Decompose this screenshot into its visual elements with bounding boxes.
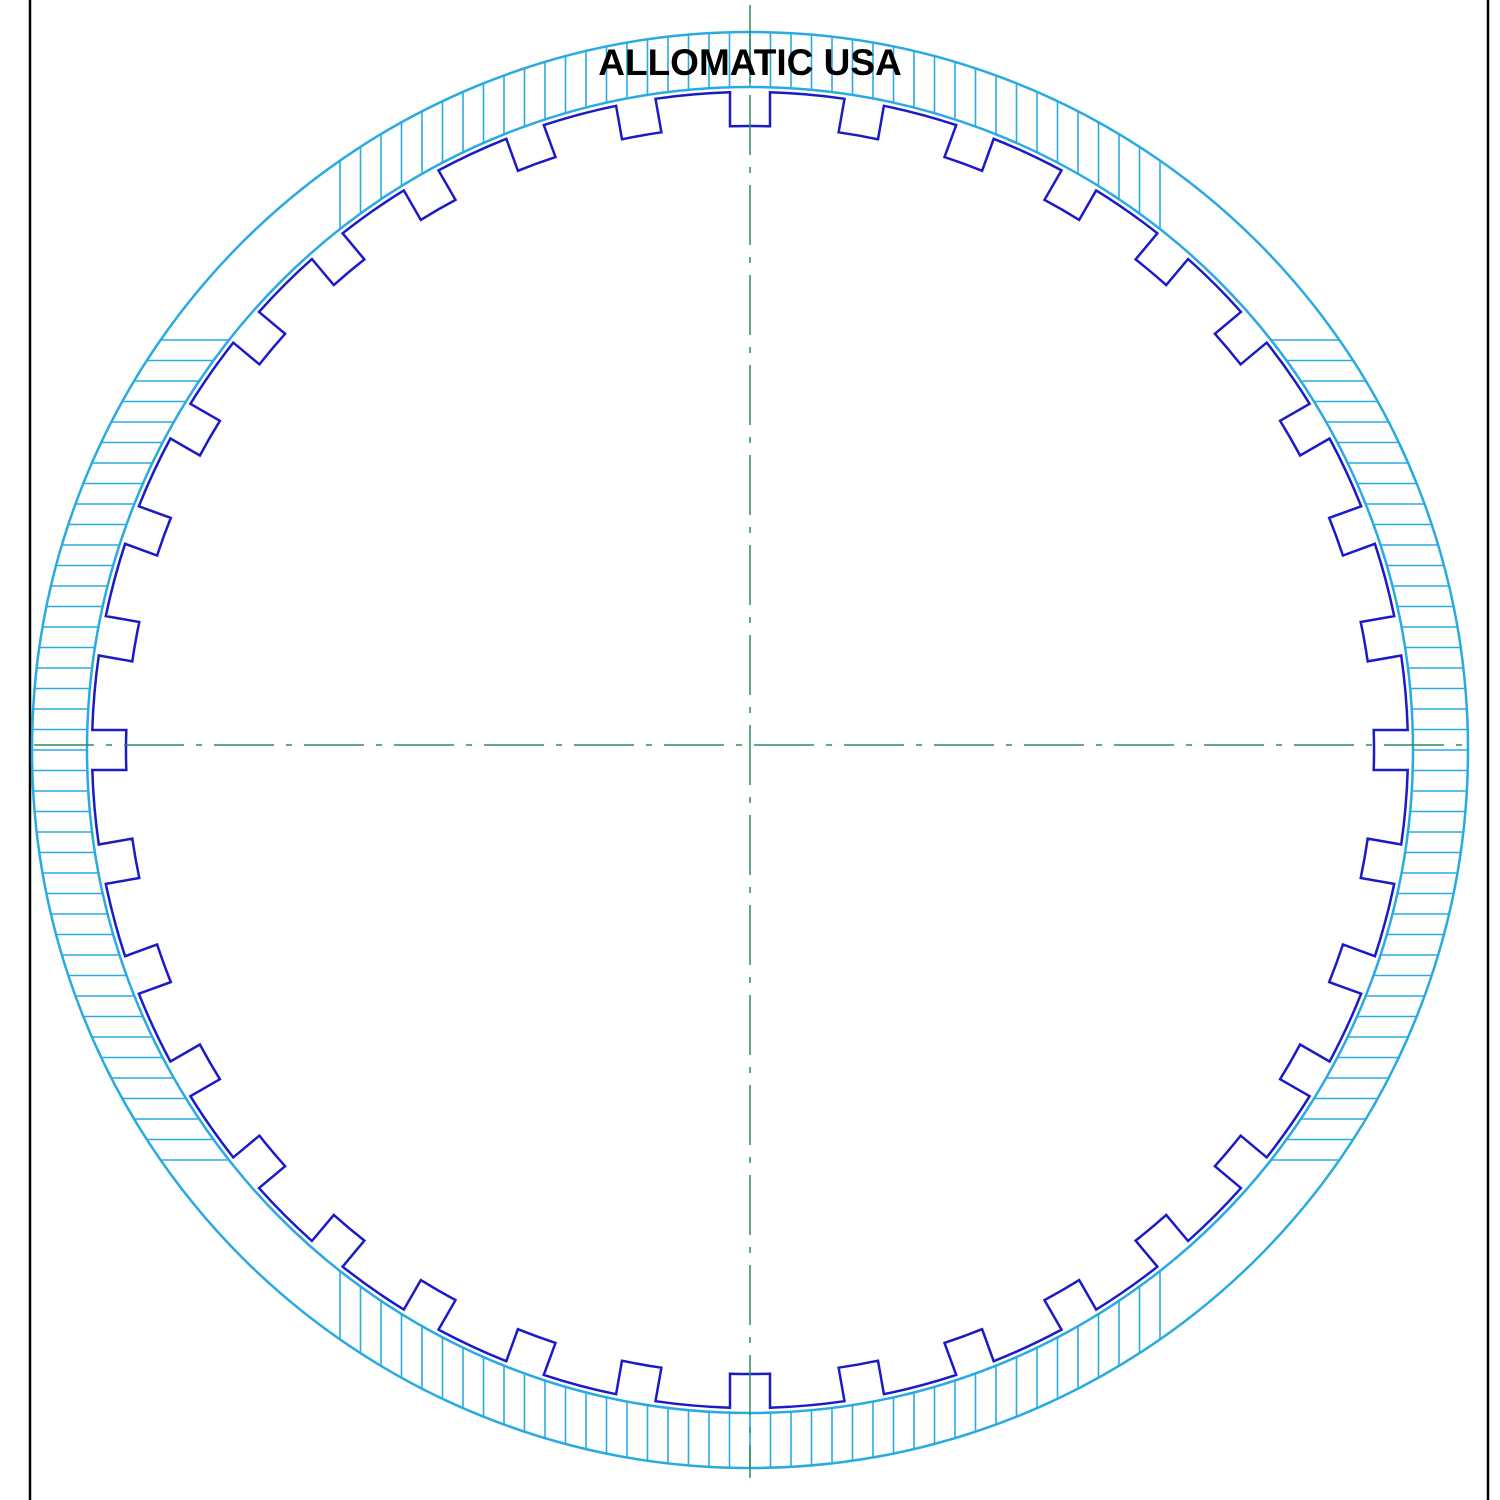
- spline-tooth-profile: [91, 91, 1409, 1409]
- friction-lining-hatching: [32, 32, 1468, 1468]
- brand-logo-text: ALLOMATIC USA: [598, 42, 902, 83]
